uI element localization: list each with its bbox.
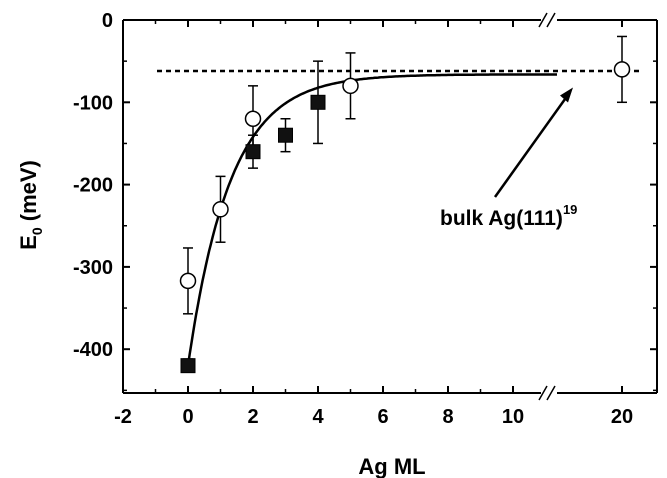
data-point-open-circle [179,272,197,290]
data-point-filled-square [245,144,261,160]
data-point-filled-square [310,94,326,110]
data-point-open-circle [613,61,631,78]
annotation-arrow-shaft [493,92,571,198]
markers-layer [179,61,631,374]
annotation-text: bulk Ag(111) [440,207,563,230]
x-tick-label: 4 [312,406,324,428]
axis-break-mark [538,385,548,401]
x-tick-label: -2 [114,406,132,428]
error-bars-layer [183,35,627,373]
x-tick-label: 0 [182,406,193,428]
data-point-open-circle [244,110,262,128]
y-tick-label: -100 [73,92,113,114]
x-axis-title: Ag ML [358,454,425,478]
data-point-filled-square [278,127,293,143]
annotation-layer: bulk Ag(111)19 [440,87,577,230]
data-point-filled-square [180,358,196,374]
x-tick-label: 8 [442,406,453,428]
ticks-layer: -2 0 2 4 6 8 10 20 0 -100 -200 -300 -400 [73,10,657,428]
axis-break-mark [538,12,548,28]
y-axis-title-main: E [16,235,41,250]
plot-frame [122,12,658,401]
annotation-arrow-head [560,87,573,103]
data-point-open-circle [212,201,229,218]
annotation-label: bulk Ag(111)19 [440,202,577,230]
data-point-open-circle [342,77,359,95]
y-tick-label: -300 [73,257,113,279]
y-axis-title-unit: (meV) [16,160,41,227]
y-tick-label: 0 [102,10,113,32]
x-tick-label: 2 [247,406,258,428]
axis-break-mark [546,12,556,28]
x-tick-label: 6 [377,406,388,428]
annotation-superscript: 19 [563,202,577,217]
y-tick-label: -200 [73,175,113,197]
y-tick-label: -400 [73,339,113,361]
y-axis-title-sub: 0 [29,227,45,235]
axis-break-mark [546,385,556,401]
y-axis-title: E0 (meV) [16,160,45,250]
x-tick-label: 20 [611,406,633,428]
x-tick-label: 10 [502,406,524,428]
